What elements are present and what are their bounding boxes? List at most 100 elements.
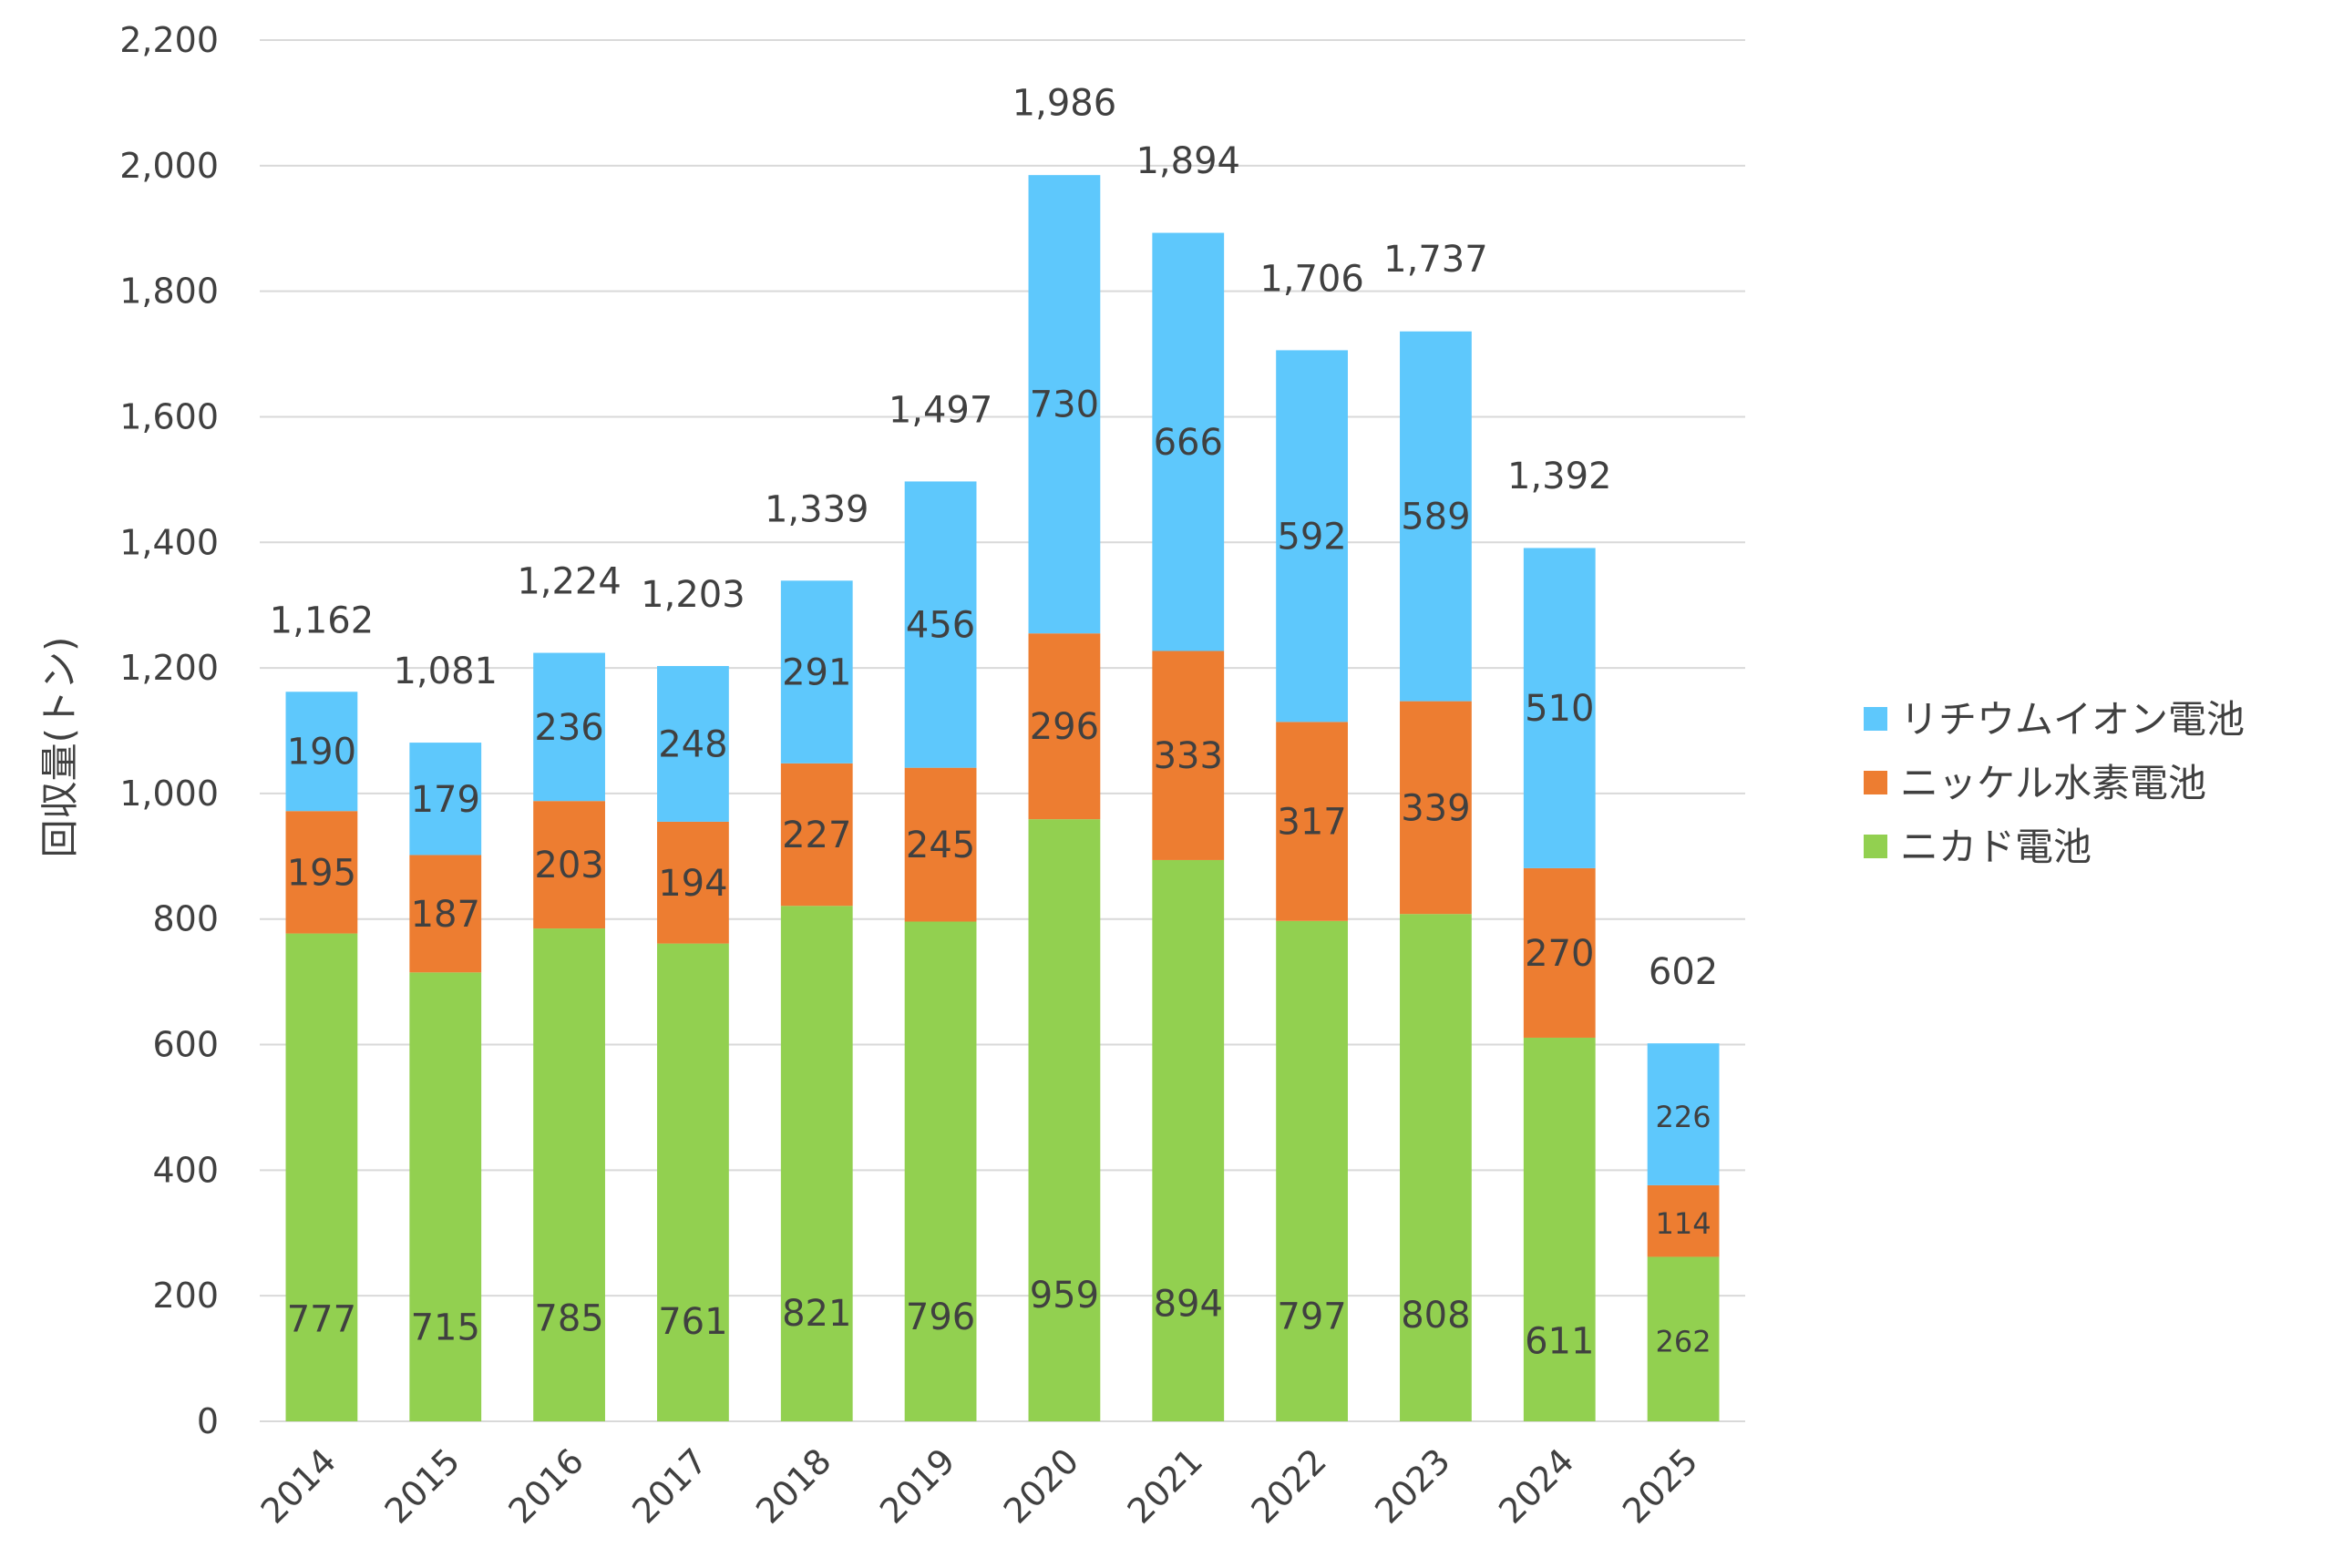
legend-swatch bbox=[1864, 835, 1887, 858]
bar-segment bbox=[1523, 548, 1596, 868]
segment-value-label: 894 bbox=[1154, 1284, 1223, 1326]
total-value-label: 1,162 bbox=[270, 600, 375, 641]
bar-segment bbox=[1647, 1184, 1720, 1257]
total-value-label: 1,894 bbox=[1136, 140, 1240, 182]
bar-segment bbox=[904, 767, 977, 922]
segment-value-label: 730 bbox=[1030, 384, 1099, 426]
gridlines bbox=[260, 39, 1745, 1422]
total-value-label: 1,203 bbox=[641, 574, 745, 616]
total-value-label: 1,392 bbox=[1507, 456, 1612, 497]
y-tick-label: 1,600 bbox=[119, 396, 219, 436]
bar-segment bbox=[285, 933, 358, 1421]
segment-value-label: 296 bbox=[1030, 706, 1099, 748]
y-tick-label: 2,000 bbox=[119, 146, 219, 186]
segment-value-label: 245 bbox=[906, 825, 975, 866]
bar-segment bbox=[657, 666, 729, 822]
x-tick-label: 2024 bbox=[1491, 1440, 1582, 1532]
x-tick-label: 2019 bbox=[872, 1440, 963, 1532]
segment-value-label: 785 bbox=[534, 1297, 603, 1339]
segment-value-label: 248 bbox=[658, 723, 727, 765]
y-tick-label: 800 bbox=[152, 899, 219, 939]
segment-value-label: 270 bbox=[1525, 933, 1594, 975]
segment-value-label: 666 bbox=[1154, 422, 1223, 464]
segment-value-label: 777 bbox=[287, 1299, 356, 1341]
segment-value-label: 194 bbox=[658, 863, 727, 905]
legend-swatch bbox=[1864, 707, 1887, 731]
segment-value-label: 456 bbox=[906, 605, 975, 647]
bar-segment bbox=[1523, 867, 1596, 1038]
x-tick-label: 2023 bbox=[1367, 1440, 1458, 1532]
bar-segment bbox=[780, 763, 853, 907]
bar-segment bbox=[409, 855, 482, 973]
segment-value-label: 227 bbox=[782, 815, 851, 856]
y-tick-label: 1,000 bbox=[119, 774, 219, 814]
bar-segment bbox=[1647, 1256, 1720, 1421]
bar-segment bbox=[1152, 232, 1225, 651]
total-value-label: 1,986 bbox=[1012, 82, 1117, 124]
bar-segment bbox=[780, 580, 853, 764]
x-tick-label: 2017 bbox=[624, 1440, 715, 1532]
bar-segment bbox=[1523, 1037, 1596, 1421]
segment-value-label: 715 bbox=[411, 1307, 480, 1349]
segment-value-label: 761 bbox=[658, 1301, 727, 1343]
segment-value-label: 179 bbox=[411, 779, 480, 821]
total-value-label: 1,706 bbox=[1259, 258, 1364, 300]
bar-segment bbox=[1400, 701, 1472, 915]
x-tick-label: 2015 bbox=[377, 1440, 468, 1532]
total-value-label: 602 bbox=[1649, 951, 1718, 993]
y-tick-label: 200 bbox=[152, 1276, 219, 1316]
total-labels: 1,162 1,081 1,224 1,203 1,339 1,497 1,986 1,894… bbox=[270, 82, 1719, 993]
bar-segment bbox=[1028, 633, 1101, 820]
segment-value-label: 510 bbox=[1525, 688, 1594, 730]
segment-value-label: 592 bbox=[1277, 516, 1346, 558]
bar-segment bbox=[657, 821, 729, 944]
segment-value-label: 262 bbox=[1656, 1325, 1711, 1359]
y-tick-label: 1,800 bbox=[119, 272, 219, 312]
legend-label: リチウムイオン電池 bbox=[1900, 697, 2245, 742]
bar-segment bbox=[657, 943, 729, 1421]
y-axis-ticks: 0 200 400 600 800 1,000 1,200 1,400 1,600 1,800 2,… bbox=[119, 20, 219, 1441]
x-axis-ticks: 2014 2015 2016 2017 2018 2019 2020 2021 2022 2023… bbox=[253, 1440, 1706, 1532]
x-tick-label: 2020 bbox=[996, 1440, 1087, 1532]
bar-segment bbox=[1028, 819, 1101, 1421]
x-tick-label: 2014 bbox=[253, 1440, 344, 1532]
bar-segment bbox=[1276, 722, 1348, 921]
segment-value-label: 808 bbox=[1401, 1295, 1470, 1337]
segment-value-label: 291 bbox=[782, 652, 851, 694]
bar-segment bbox=[1400, 331, 1472, 702]
segment-value-label: 317 bbox=[1277, 802, 1346, 844]
segment-value-label: 195 bbox=[287, 852, 356, 894]
y-tick-label: 2,200 bbox=[119, 20, 219, 60]
segment-labels: 777 195 190 715 187 179 785 203 236 761 194 248 821 2… bbox=[287, 384, 1711, 1363]
x-tick-label: 2025 bbox=[1615, 1440, 1706, 1532]
segment-value-label: 333 bbox=[1154, 735, 1223, 777]
bar-segment bbox=[1647, 1043, 1720, 1185]
y-tick-label: 1,200 bbox=[119, 648, 219, 688]
segment-value-label: 611 bbox=[1525, 1321, 1594, 1363]
bar-segment bbox=[285, 811, 358, 934]
x-tick-label: 2021 bbox=[1120, 1440, 1211, 1532]
x-tick-label: 2018 bbox=[748, 1440, 839, 1532]
total-value-label: 1,224 bbox=[517, 561, 622, 603]
bar-segment bbox=[904, 921, 977, 1421]
bar-segment bbox=[1152, 651, 1225, 860]
bars bbox=[285, 175, 1720, 1421]
y-tick-label: 400 bbox=[152, 1150, 219, 1190]
x-tick-label: 2016 bbox=[500, 1440, 591, 1532]
segment-value-label: 203 bbox=[534, 845, 603, 886]
bar-segment bbox=[1276, 350, 1348, 723]
legend-item: ニッケル水素電池 bbox=[1864, 761, 2206, 805]
y-tick-label: 0 bbox=[197, 1401, 219, 1441]
bar-segment bbox=[780, 906, 853, 1421]
segment-value-label: 796 bbox=[906, 1296, 975, 1338]
bar-segment bbox=[409, 972, 482, 1421]
segment-value-label: 190 bbox=[287, 732, 356, 774]
total-value-label: 1,497 bbox=[889, 389, 993, 431]
bar-segment bbox=[1028, 175, 1101, 634]
legend-item: リチウムイオン電池 bbox=[1864, 697, 2245, 742]
segment-value-label: 187 bbox=[411, 894, 480, 936]
bar-segment bbox=[1400, 914, 1472, 1421]
segment-value-label: 821 bbox=[782, 1293, 851, 1335]
